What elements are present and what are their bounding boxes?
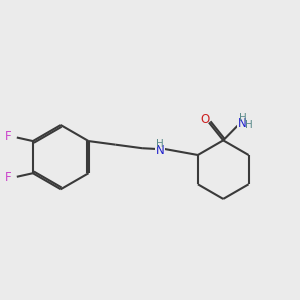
Text: H: H — [245, 120, 253, 130]
Text: F: F — [5, 130, 11, 143]
Text: H: H — [239, 113, 247, 123]
Text: O: O — [200, 113, 209, 126]
Text: F: F — [5, 171, 11, 184]
Text: N: N — [156, 144, 164, 157]
Text: N: N — [238, 117, 247, 130]
Text: H: H — [156, 139, 164, 148]
